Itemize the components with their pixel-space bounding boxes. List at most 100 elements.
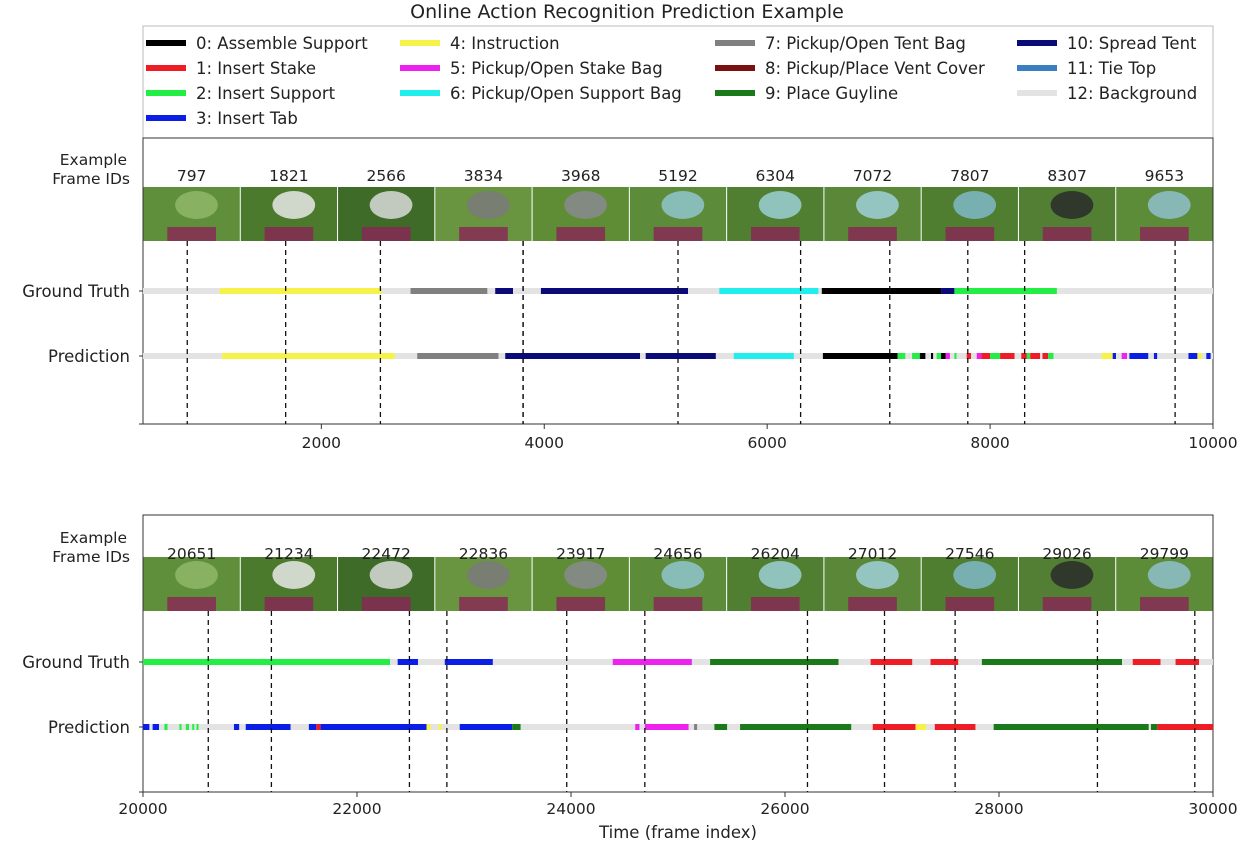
prediction-segment (905, 353, 913, 359)
prediction-segment (196, 724, 199, 730)
legend-label: 6: Pickup/Open Support Bag (450, 84, 682, 103)
legend-item: 0: Assemble Support (146, 34, 368, 53)
prediction-segment (945, 353, 950, 359)
frame-id-label: 7072 (853, 167, 892, 185)
xtick-label: 28000 (974, 800, 1023, 818)
xtick-label: 2000 (302, 434, 341, 452)
ground-truth-segment (930, 659, 959, 665)
example-frame-thumbnail (143, 557, 240, 611)
ground-truth-segment (1199, 659, 1213, 665)
prediction-segment (635, 724, 640, 730)
prediction-segment (308, 724, 317, 730)
legend-item: 5: Pickup/Open Stake Bag (400, 59, 663, 78)
prediction-segment (1121, 353, 1128, 359)
legend-item: 6: Pickup/Open Support Bag (400, 84, 682, 103)
prediction-segment (1040, 353, 1043, 359)
prediction-segment (1148, 724, 1151, 730)
frame-id-label: 6304 (756, 167, 795, 185)
prediction-segment (956, 353, 967, 359)
prediction-segment (222, 353, 395, 359)
prediction-segment (694, 724, 698, 730)
xtick-label: 20000 (118, 800, 167, 818)
thumbnail-object (1050, 561, 1094, 589)
ground-truth-segment (958, 659, 982, 665)
prediction-segment (990, 353, 1001, 359)
legend-label: 10: Spread Tent (1067, 34, 1197, 53)
ground-truth-segment (691, 659, 711, 665)
example-frame-thumbnail (727, 557, 824, 611)
example-frame-thumbnail (143, 187, 240, 241)
prediction-segment (793, 353, 823, 359)
thumbnail-arms (653, 597, 703, 611)
ground-truth-segment (1056, 288, 1213, 294)
frame-id-label: 7807 (950, 167, 989, 185)
frame-id-label: 24656 (653, 545, 702, 563)
thumbnail-object (1050, 191, 1094, 219)
frame-id-label: 797 (177, 167, 207, 185)
prediction-segment (164, 724, 168, 730)
prediction-segment (926, 724, 935, 730)
legend-label: 0: Assemble Support (196, 34, 368, 53)
thumbnail-arms (167, 227, 216, 241)
legend-item: 1: Insert Stake (146, 59, 316, 78)
prediction-segment (438, 724, 442, 730)
thumbnail-object (175, 191, 218, 219)
prediction-segment (1101, 353, 1113, 359)
thumbnail-arms (653, 227, 703, 241)
frame-id-label: 3834 (464, 167, 503, 185)
prediction-segment (505, 353, 641, 359)
example-frame-thumbnail (629, 557, 727, 611)
frame-id-label: 29026 (1042, 545, 1091, 563)
frame-id-label: 22836 (459, 545, 508, 563)
prediction-segment (1129, 353, 1149, 359)
prediction-segment (688, 724, 695, 730)
prediction-segment (645, 353, 716, 359)
prediction-segment (441, 724, 460, 730)
frame-id-label: 29799 (1140, 545, 1189, 563)
frame-id-label: 9653 (1145, 167, 1184, 185)
legend-label: 8: Pickup/Place Vent Cover (765, 59, 985, 78)
ground-truth-segment (688, 288, 720, 294)
legend-item: 12: Background (1017, 84, 1197, 103)
xtick-label: 30000 (1188, 800, 1237, 818)
legend-item: 11: Tie Top (1017, 59, 1156, 78)
example-frame-thumbnail (1018, 557, 1116, 611)
x-axis-label: Time (frame index) (598, 823, 757, 842)
ground-truth-segment (513, 288, 541, 294)
ground-truth-segment (912, 659, 931, 665)
legend-item: 10: Spread Tent (1017, 34, 1197, 53)
example-frame-thumbnail (338, 187, 435, 241)
frame-id-label: 27012 (848, 545, 897, 563)
prediction-segment (198, 724, 234, 730)
thumbnail-object (758, 191, 802, 219)
prediction-segment (897, 353, 906, 359)
prediction-segment (316, 724, 321, 730)
example-frame-thumbnail (338, 557, 435, 611)
legend-label: 11: Tie Top (1067, 59, 1156, 78)
prediction-segment (971, 353, 977, 359)
prediction-segment (167, 724, 180, 730)
xtick-label: 6000 (747, 434, 786, 452)
thumbnail-object (564, 191, 607, 219)
ground-truth-segment (941, 288, 955, 294)
thumbnail-arms (1140, 597, 1189, 611)
ground-truth-segment (1175, 659, 1200, 665)
prediction-segment (179, 724, 182, 730)
legend: 0: Assemble Support 1: Insert Stake 2: Ins… (142, 25, 1214, 139)
prediction-segment (143, 724, 150, 730)
prediction-segment (639, 724, 645, 730)
example-frame-thumbnail (532, 557, 629, 611)
thumbnail-object (953, 191, 997, 219)
ground-truth-segment (487, 288, 496, 294)
prediction-segment (1112, 353, 1117, 359)
example-frame-thumbnail (1116, 557, 1213, 611)
thumbnail-object (564, 561, 607, 589)
prediction-segment (912, 353, 920, 359)
thumbnail-arms (750, 597, 800, 611)
prediction-segment (512, 724, 521, 730)
prediction-segment (1048, 353, 1054, 359)
legend-item: 2: Insert Support (146, 84, 336, 103)
example-frame-thumbnail (921, 557, 1018, 611)
ground-truth-bar (143, 659, 1213, 665)
